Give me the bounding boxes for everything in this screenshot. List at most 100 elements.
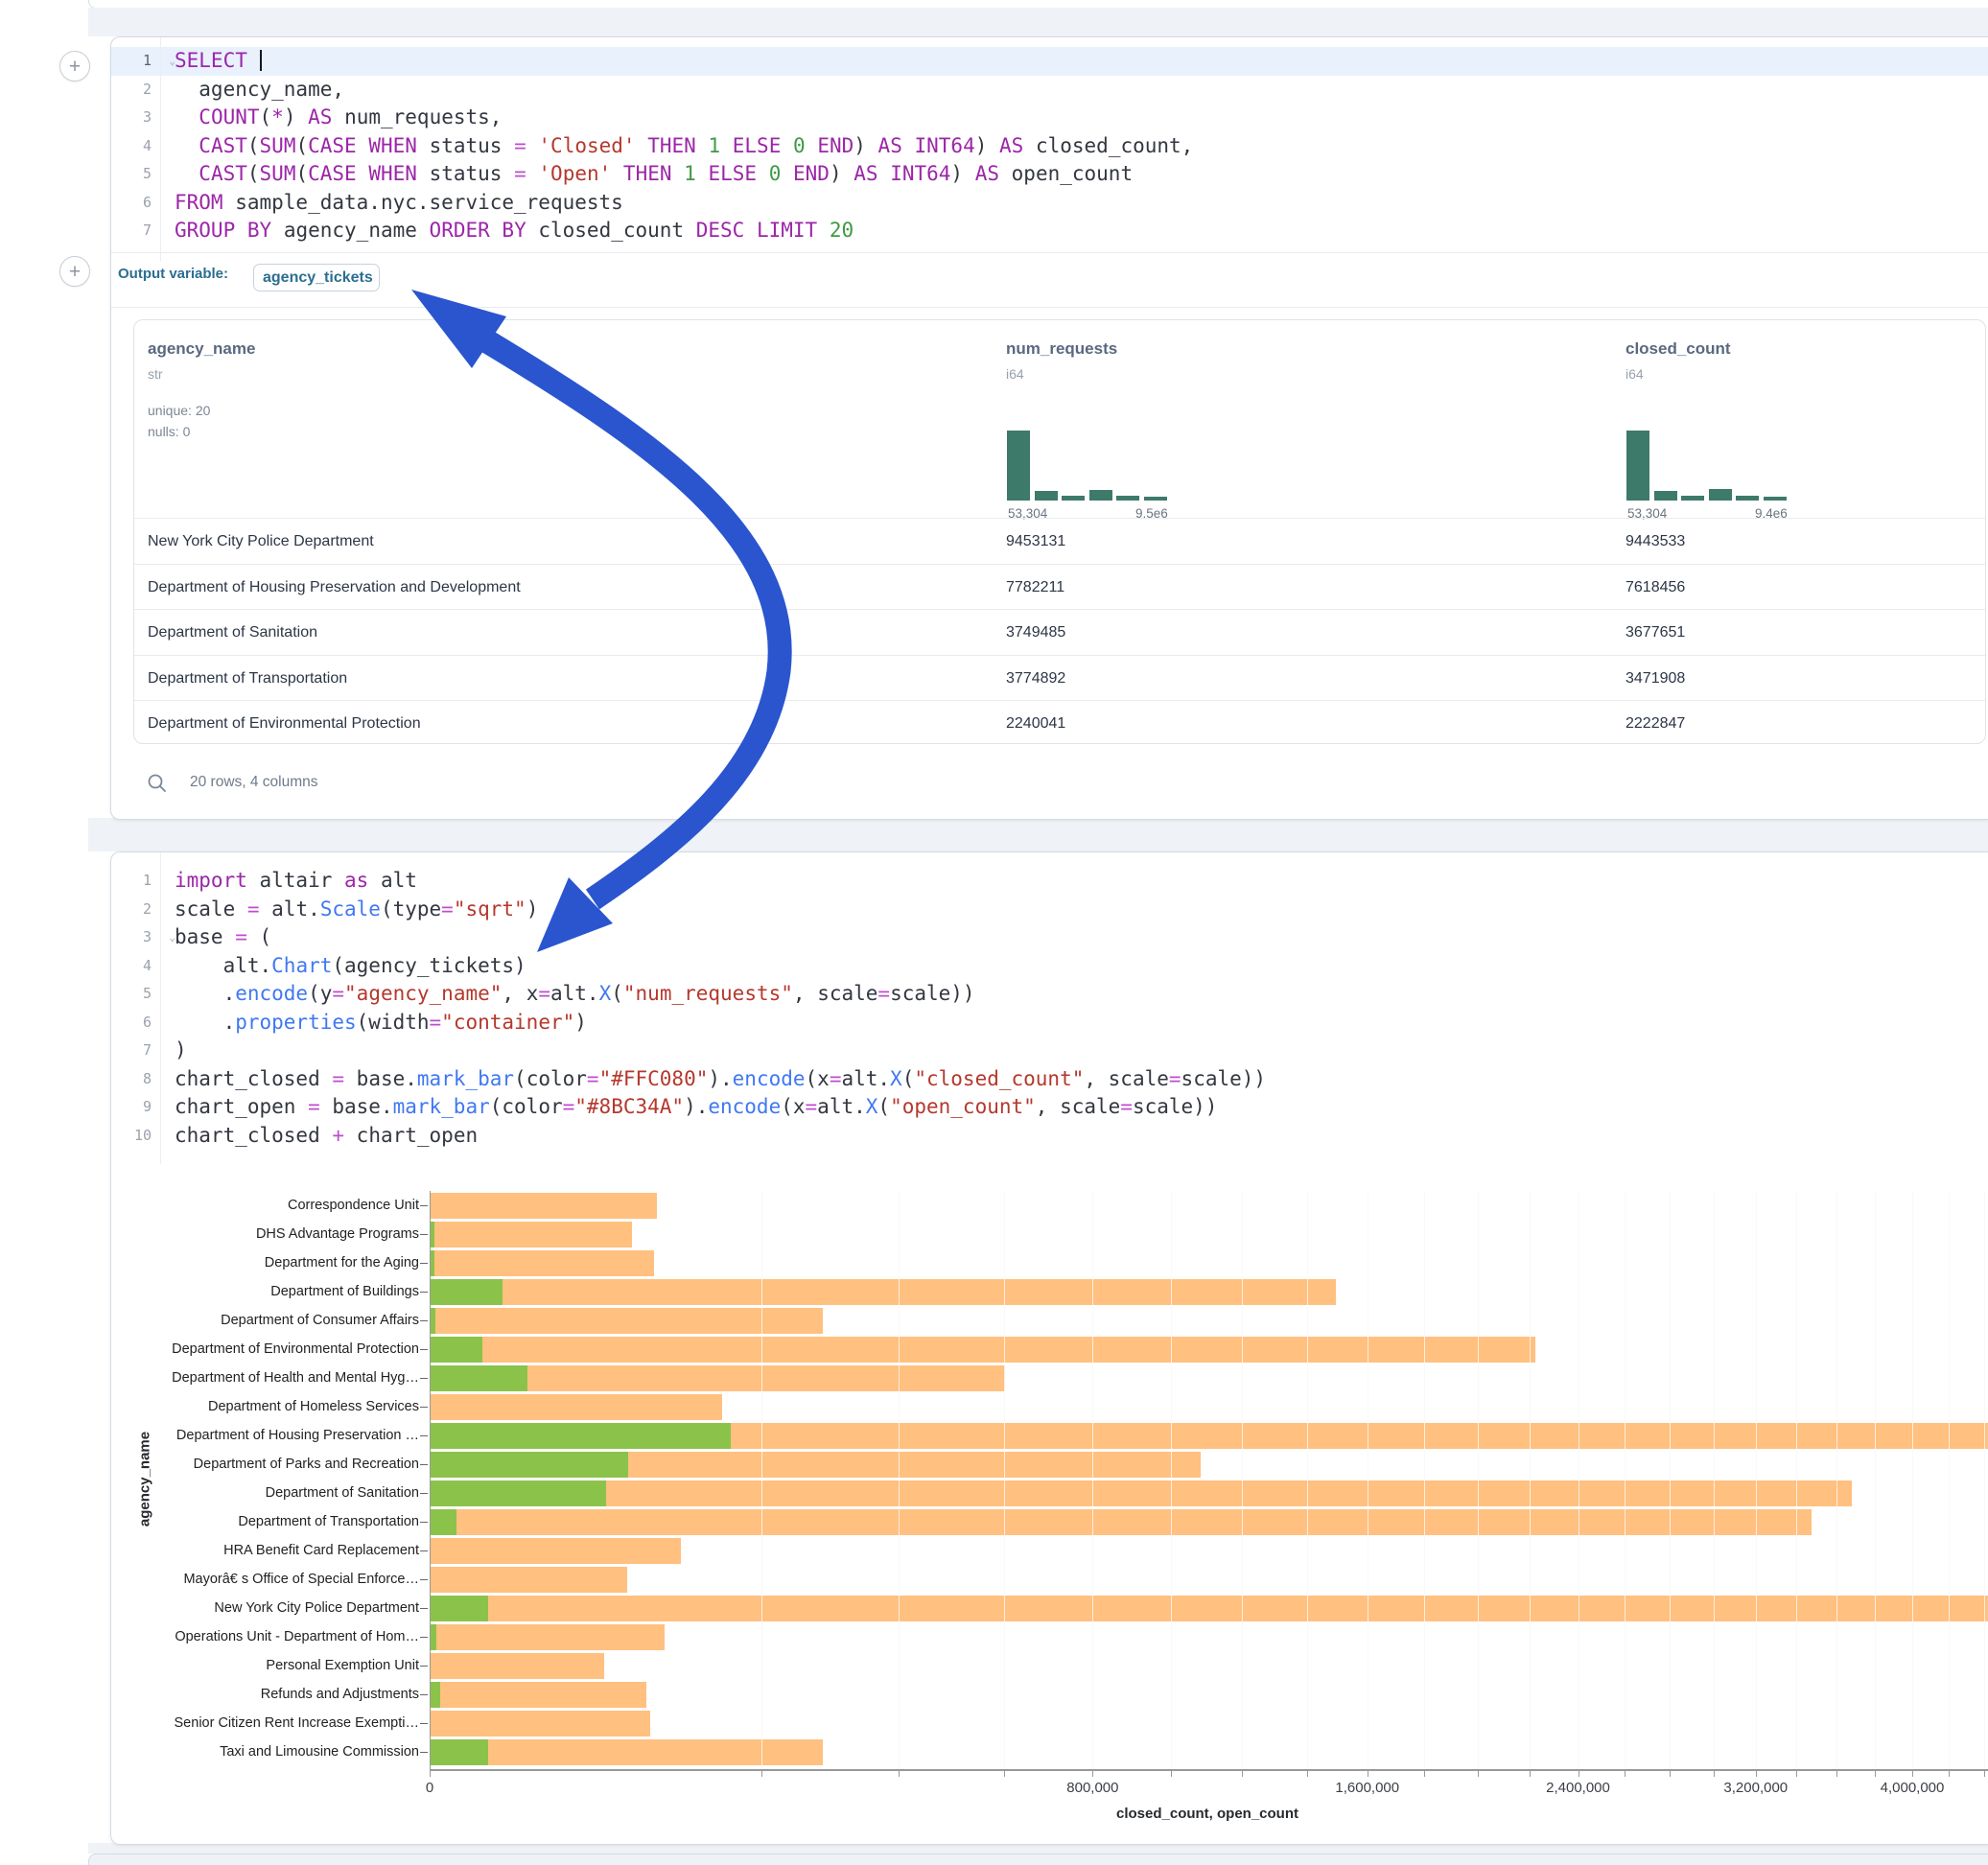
bar-open-count	[431, 1222, 434, 1247]
cell-num-requests: 2240041	[1006, 701, 1065, 744]
add-cell-button[interactable]: +	[59, 51, 90, 82]
code-token: =	[538, 982, 550, 1005]
gridline-overlay	[1478, 1191, 1479, 1770]
code-token: THEN	[647, 134, 696, 157]
python-editor[interactable]: import altair as altscale = alt.Scale(ty…	[175, 852, 1988, 1150]
bar-open-count	[431, 1682, 440, 1708]
table-row[interactable]: Department of Environmental Protection22…	[134, 700, 1985, 744]
cell-closed-count: 7618456	[1625, 565, 1685, 611]
bar-open-count	[431, 1308, 435, 1334]
code-token: SELECT	[175, 49, 247, 72]
code-line[interactable]: CAST(SUM(CASE WHEN status = 'Closed' THE…	[175, 132, 1988, 161]
code-token: )	[950, 162, 974, 185]
line-number: 5	[111, 980, 160, 1009]
bar-closed-count	[431, 1308, 823, 1334]
code-line[interactable]: base = (	[175, 923, 1988, 952]
code-line[interactable]: alt.Chart(agency_tickets)	[175, 952, 1988, 981]
line-number: 7	[111, 217, 160, 245]
code-token: agency_name	[271, 219, 429, 242]
code-token: =	[563, 1095, 575, 1118]
code-token: (color	[514, 1067, 587, 1090]
output-variable-badge[interactable]: agency_tickets	[253, 264, 380, 291]
code-line[interactable]: SELECT	[175, 47, 1988, 76]
y-axis-tick	[420, 1292, 428, 1294]
code-token: chart_closed	[175, 1067, 332, 1090]
y-axis-tick	[420, 1608, 428, 1610]
code-token	[878, 162, 891, 185]
line-number: 4	[111, 952, 160, 981]
y-axis-label: Department of Environmental Protection	[122, 1335, 419, 1364]
code-line[interactable]: FROM sample_data.nyc.service_requests	[175, 189, 1988, 218]
gridline-overlay	[1912, 1191, 1913, 1770]
code-line[interactable]: .properties(width="container")	[175, 1009, 1988, 1037]
code-token: closed_count,	[1023, 134, 1193, 157]
cell-gap	[88, 818, 1988, 851]
sql-editor[interactable]: SELECT agency_name, COUNT(*) AS num_requ…	[175, 37, 1988, 245]
code-line[interactable]: scale = alt.Scale(type="sqrt")	[175, 896, 1988, 924]
x-axis-tick	[1984, 1770, 1985, 1777]
code-token	[672, 162, 685, 185]
code-token: alt.	[260, 898, 320, 921]
divider	[111, 307, 1988, 308]
bar-open-count	[431, 1509, 456, 1535]
bar-open-count	[431, 1423, 731, 1449]
code-token: X	[599, 982, 612, 1005]
gridline-overlay	[1307, 1191, 1308, 1770]
x-axis-tick	[1714, 1770, 1715, 1777]
code-token	[235, 219, 247, 242]
x-axis-tick	[1424, 1770, 1425, 1777]
table-row[interactable]: Department of Sanitation37494853677651	[134, 609, 1985, 656]
code-token: 'Open'	[538, 162, 611, 185]
x-axis-tick-label: 2,400,000	[1521, 1780, 1636, 1796]
y-axis-label: Department of Buildings	[122, 1277, 419, 1306]
code-token: CASE	[308, 162, 357, 185]
code-line[interactable]: chart_closed = base.mark_bar(color="#FFC…	[175, 1065, 1988, 1094]
code-token: =	[1120, 1095, 1133, 1118]
x-axis-tick	[1530, 1770, 1531, 1777]
code-line[interactable]: chart_open = base.mark_bar(color="#8BC34…	[175, 1093, 1988, 1122]
table-row[interactable]: New York City Police Department945313194…	[134, 518, 1985, 565]
table-footer-summary: 20 rows, 4 columns	[190, 774, 318, 791]
table-row[interactable]: Department of Housing Preservation and D…	[134, 564, 1985, 611]
code-token: (	[295, 134, 308, 157]
code-token: mark_bar	[393, 1095, 490, 1118]
code-token: WHEN	[368, 134, 417, 157]
code-token: (	[877, 1095, 890, 1118]
code-token: SUM	[260, 134, 296, 157]
code-token: , scale	[1036, 1095, 1121, 1118]
x-axis-tick	[1912, 1770, 1913, 1777]
code-line[interactable]: .encode(y="agency_name", x=alt.X("num_re…	[175, 980, 1988, 1009]
code-token: import	[175, 869, 247, 892]
line-number: 2	[111, 896, 160, 924]
code-token: properties	[235, 1011, 356, 1034]
histogram-bar	[1034, 490, 1059, 501]
column-type: str	[148, 366, 163, 382]
code-token	[757, 162, 769, 185]
code-line[interactable]: agency_name,	[175, 76, 1988, 105]
y-axis-tick	[420, 1205, 428, 1207]
line-number: 3⌄	[111, 923, 160, 952]
bar-closed-count	[431, 1250, 654, 1276]
y-axis-label: Operations Unit - Department of Hom…	[122, 1622, 419, 1651]
code-token: CAST	[199, 134, 247, 157]
code-line[interactable]: chart_closed + chart_open	[175, 1122, 1988, 1151]
bar-closed-count	[431, 1596, 1988, 1621]
cell-num-requests: 3749485	[1006, 610, 1065, 656]
code-line[interactable]: )	[175, 1037, 1988, 1065]
table-row[interactable]: Department of Transportation377489234719…	[134, 655, 1985, 702]
code-token: ELSE	[708, 162, 757, 185]
search-icon[interactable]	[147, 773, 168, 794]
code-line[interactable]: CAST(SUM(CASE WHEN status = 'Open' THEN …	[175, 160, 1988, 189]
code-token: AS	[999, 134, 1023, 157]
y-axis-label: Senior Citizen Rent Increase Exempti…	[122, 1709, 419, 1737]
code-line[interactable]: GROUP BY agency_name ORDER BY closed_cou…	[175, 217, 1988, 245]
code-line[interactable]: COUNT(*) AS num_requests,	[175, 104, 1988, 132]
code-token: scale))	[890, 982, 975, 1005]
code-line[interactable]: import altair as alt	[175, 867, 1988, 896]
code-token: =	[1169, 1067, 1181, 1090]
code-token: )	[526, 898, 539, 921]
add-cell-button[interactable]: +	[59, 256, 90, 287]
code-token	[526, 162, 539, 185]
code-token	[806, 134, 818, 157]
histogram-bar	[1763, 496, 1788, 501]
